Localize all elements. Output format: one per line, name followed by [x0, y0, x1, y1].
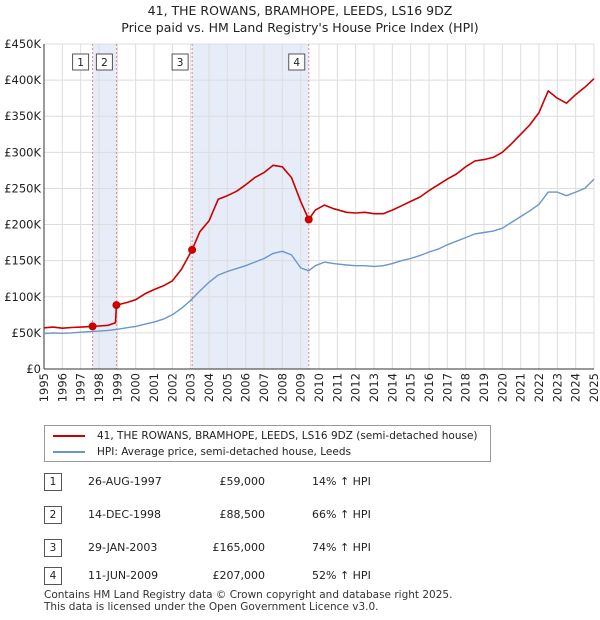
x-tick-label: 2003 — [184, 373, 198, 402]
transaction-date: 11-JUN-2009 — [88, 569, 159, 582]
transaction-date: 26-AUG-1997 — [88, 475, 162, 488]
ownership-shade — [92, 44, 117, 369]
x-tick-label: 2006 — [239, 373, 253, 402]
hpi-line — [43, 178, 595, 335]
legend-item-hpi: HPI: Average price, semi-detached house,… — [53, 444, 351, 460]
footer-copyright: Contains HM Land Registry data © Crown c… — [44, 589, 453, 601]
transaction-number: 4 — [44, 567, 62, 585]
transaction-number: 2 — [44, 506, 62, 524]
x-tick-label: 2022 — [532, 373, 546, 402]
x-tick-label: 2001 — [147, 373, 161, 402]
legend-hpi-label: HPI: Average price, semi-detached house,… — [97, 446, 351, 458]
x-tick-label: 2025 — [587, 373, 600, 402]
x-tick-label: 2023 — [550, 373, 564, 402]
y-tick-label: £250K — [4, 181, 41, 195]
sale-point — [304, 215, 313, 224]
transaction-price: £88,500 — [219, 508, 266, 521]
sale-label-number: 4 — [293, 57, 300, 69]
x-tick-label: 2018 — [459, 373, 473, 402]
x-tick-label: 2011 — [330, 373, 344, 402]
y-tick-label: £350K — [4, 109, 41, 123]
y-tick-label: £300K — [4, 145, 41, 159]
x-tick-label: 2008 — [275, 373, 289, 402]
legend-item-property: 41, THE ROWANS, BRAMHOPE, LEEDS, LS16 9D… — [53, 428, 478, 444]
sale-label-box — [72, 53, 90, 71]
ownership-shade — [192, 44, 309, 369]
footer-licence: This data is licensed under the Open Gov… — [44, 601, 379, 613]
sale-label-box — [288, 53, 306, 71]
x-tick-label: 1997 — [74, 373, 88, 402]
chart-subtitle: Price paid vs. HM Land Registry's House … — [121, 20, 479, 35]
x-tick-label: 2009 — [294, 373, 308, 402]
transaction-number: 3 — [44, 539, 62, 557]
transaction-hpi: 74% ↑ HPI — [312, 541, 371, 554]
price-chart: £0 £50K £100K £150K £200K £250K £300K £350K £400… — [4, 37, 600, 402]
x-tick-label: 2007 — [257, 373, 271, 402]
transaction-row: 2 14-DEC-1998 £88,500 66% ↑ HPI — [0, 505, 600, 525]
x-tick-label: 2021 — [514, 373, 528, 402]
x-tick-label: 1999 — [110, 373, 124, 402]
transaction-row: 1 26-AUG-1997 £59,000 14% ↑ HPI — [0, 472, 600, 492]
transaction-number: 1 — [44, 473, 62, 491]
legend-property-label: 41, THE ROWANS, BRAMHOPE, LEEDS, LS16 9D… — [97, 430, 478, 442]
transaction-price: £165,000 — [212, 541, 266, 554]
x-tick-label: 2004 — [202, 373, 216, 402]
x-tick-label: 2020 — [495, 373, 509, 402]
sale-point — [112, 301, 121, 310]
transaction-row: 3 29-JAN-2003 £165,000 74% ↑ HPI — [0, 538, 600, 558]
x-tick-label: 2005 — [220, 373, 234, 402]
x-tick-label: 2010 — [312, 373, 326, 402]
x-tick-label: 2015 — [404, 373, 418, 402]
legend-blue-line — [53, 451, 85, 453]
sale-point — [88, 322, 97, 331]
x-tick-label: 1998 — [92, 373, 106, 402]
x-tick-label: 2000 — [129, 373, 143, 402]
sale-label-box — [95, 53, 113, 71]
y-tick-label: £150K — [4, 254, 41, 268]
transaction-row: 4 11-JUN-2009 £207,000 52% ↑ HPI — [0, 566, 600, 586]
x-tick-label: 2024 — [569, 373, 583, 402]
sale-label-number: 3 — [177, 57, 184, 69]
x-tick-label: 1996 — [55, 373, 69, 402]
sale-label-box — [171, 53, 189, 71]
transaction-hpi: 14% ↑ HPI — [312, 475, 371, 488]
y-tick-label: £100K — [4, 290, 41, 304]
x-tick-label: 2002 — [165, 373, 179, 402]
transaction-price: £59,000 — [219, 475, 266, 488]
legend-red-line — [53, 435, 85, 437]
sale-point — [188, 245, 197, 254]
y-tick-label: £200K — [4, 218, 41, 232]
transaction-date: 29-JAN-2003 — [88, 541, 158, 554]
x-tick-label: 1995 — [37, 373, 51, 402]
sale-label-number: 2 — [101, 57, 108, 69]
y-tick-label: £50K — [12, 326, 42, 340]
sale-label-number: 1 — [77, 57, 84, 69]
legend: 41, THE ROWANS, BRAMHOPE, LEEDS, LS16 9D… — [44, 425, 491, 462]
x-tick-label: 2013 — [367, 373, 381, 402]
x-tick-label: 2019 — [477, 373, 491, 402]
y-tick-label: £0 — [26, 362, 41, 376]
transaction-hpi: 66% ↑ HPI — [312, 508, 371, 521]
x-tick-label: 2012 — [349, 373, 363, 402]
chart-title: 41, THE ROWANS, BRAMHOPE, LEEDS, LS16 9D… — [147, 3, 453, 18]
property-price-line — [43, 78, 595, 329]
transaction-date: 14-DEC-1998 — [88, 508, 162, 521]
transaction-hpi: 52% ↑ HPI — [312, 569, 371, 582]
x-tick-label: 2017 — [440, 373, 454, 402]
y-tick-label: £400K — [4, 73, 41, 87]
x-tick-label: 2014 — [385, 373, 399, 402]
y-tick-label: £450K — [4, 37, 41, 51]
transaction-price: £207,000 — [212, 569, 266, 582]
x-tick-label: 2016 — [422, 373, 436, 402]
